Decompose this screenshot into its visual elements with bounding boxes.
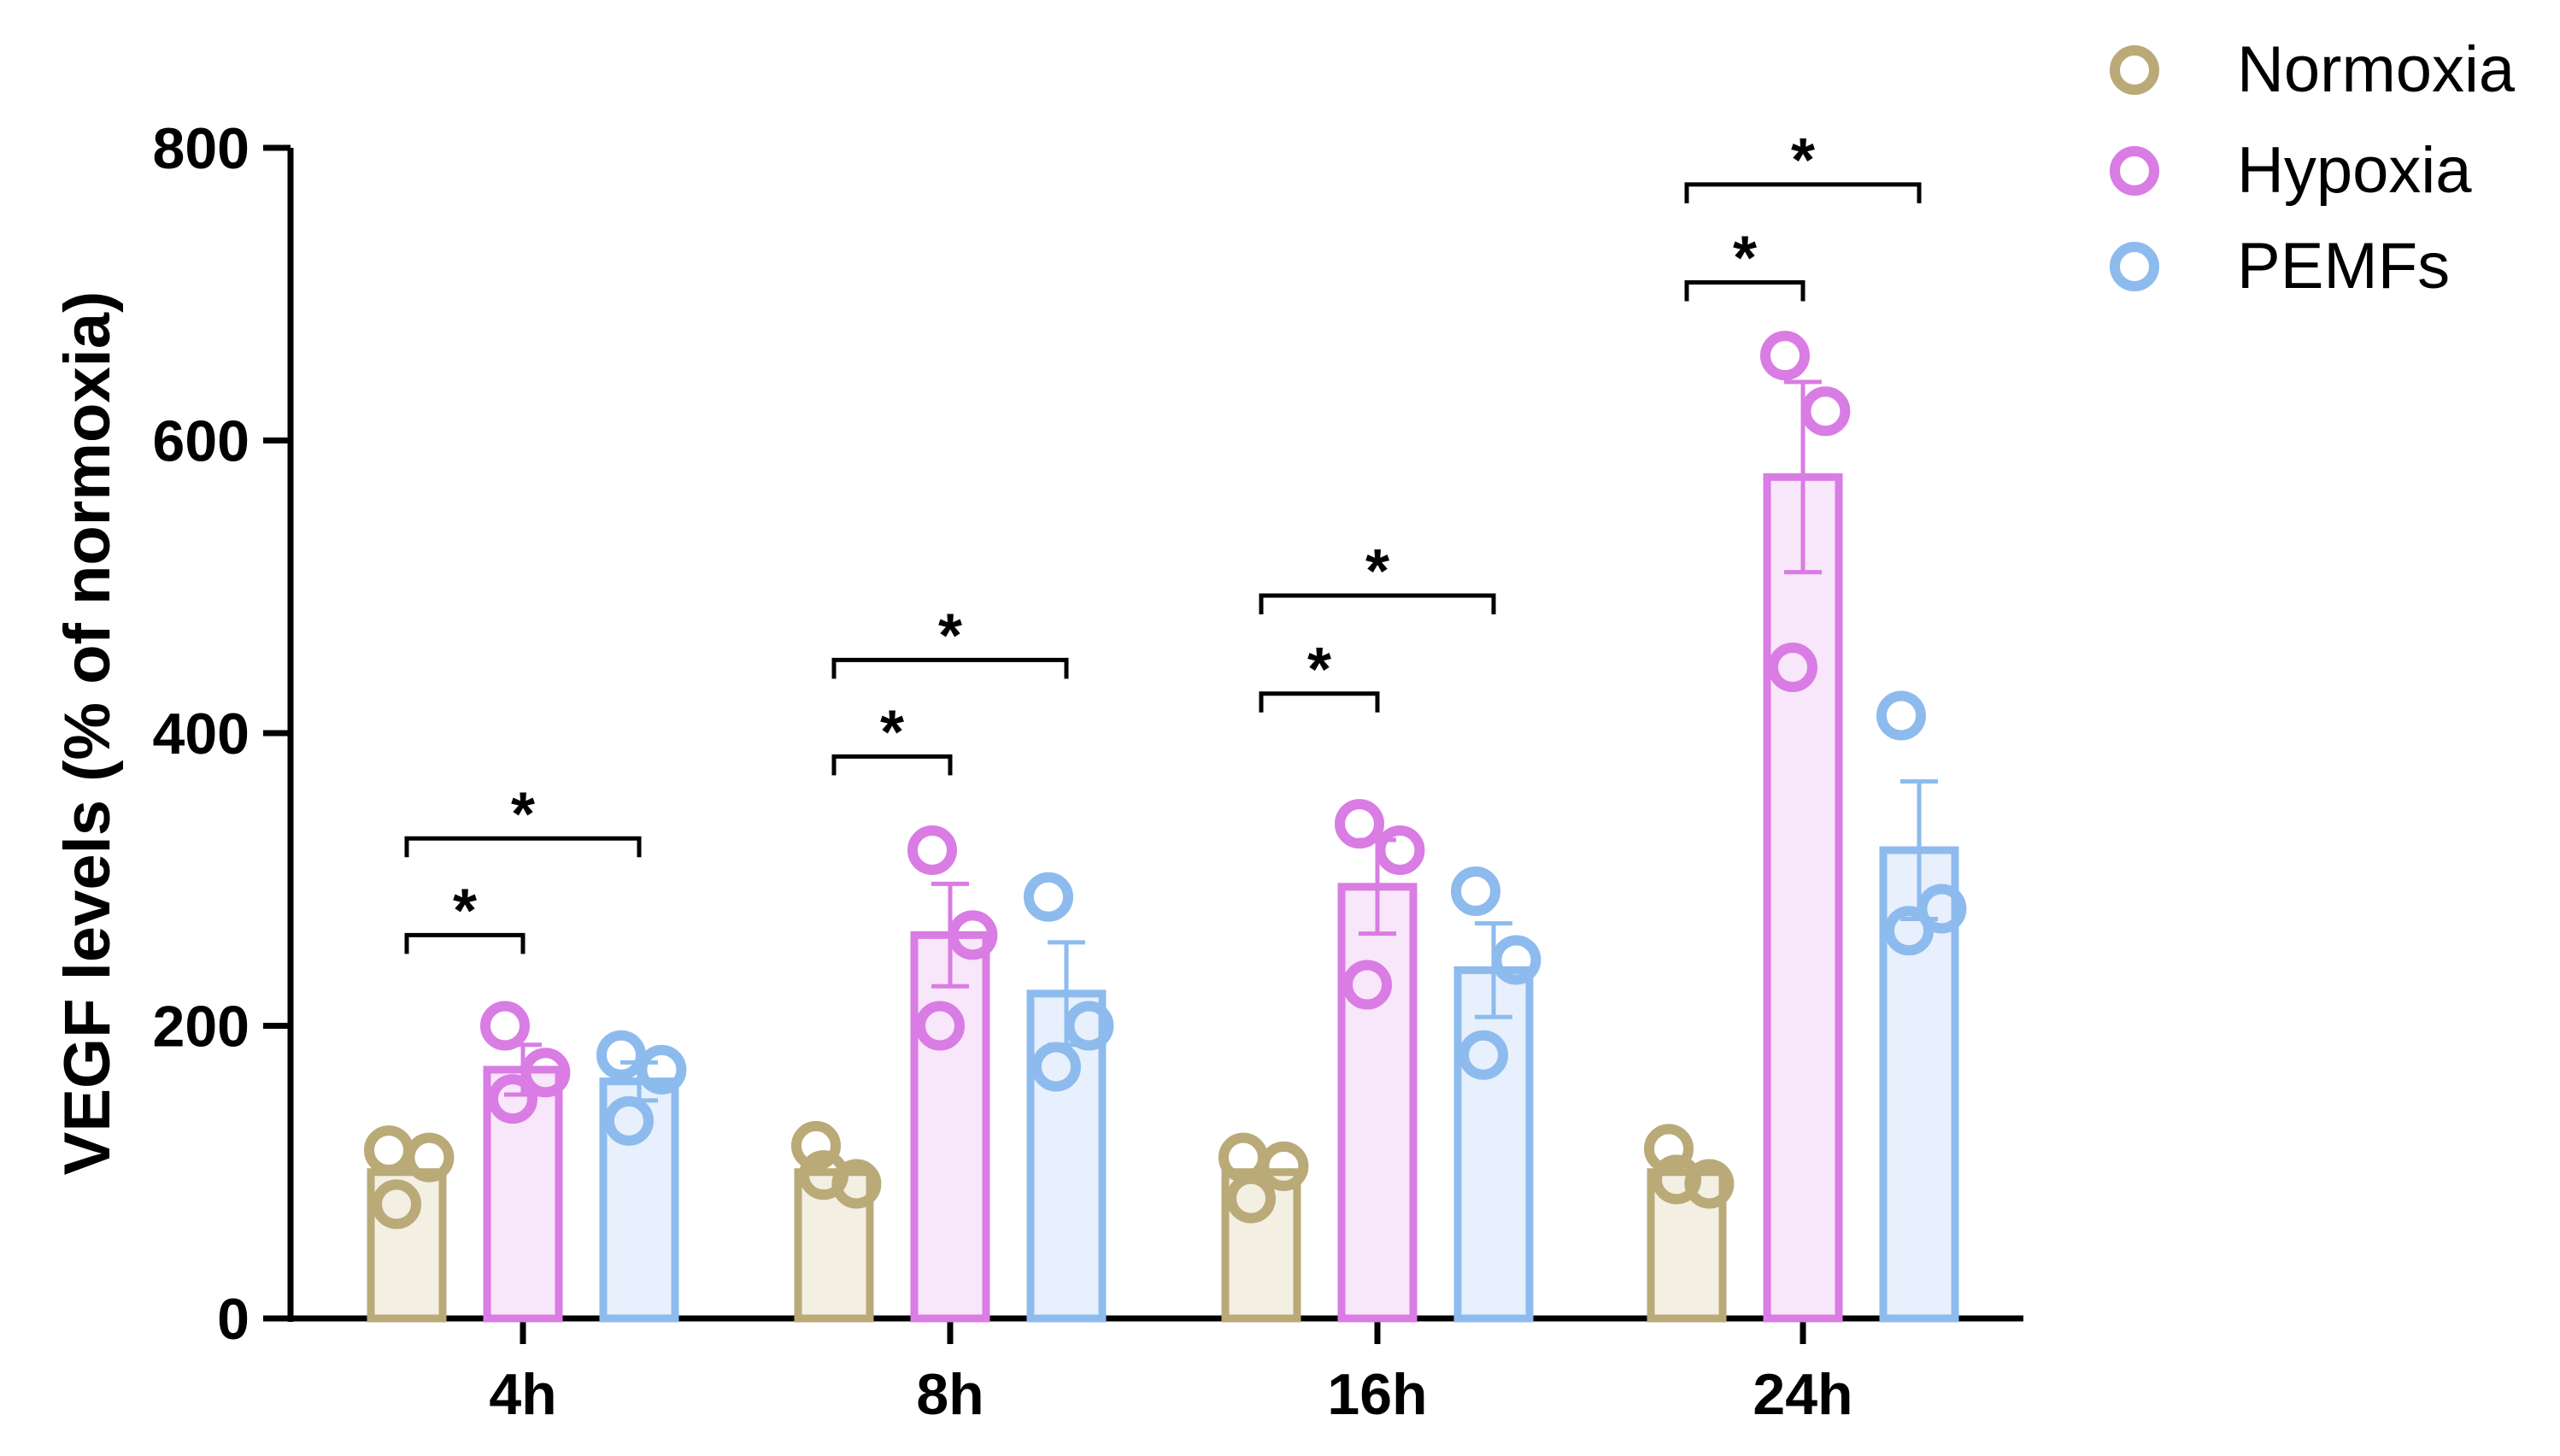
data-point-hypoxia <box>948 910 998 960</box>
y-tick-label: 400 <box>153 702 250 766</box>
significance-label: * <box>453 877 477 945</box>
legend-marker-pemfs <box>2110 242 2159 291</box>
data-point-pemfs <box>1064 1001 1114 1051</box>
legend-marker-hypoxia <box>2110 146 2159 196</box>
data-point-normoxia <box>1226 1173 1276 1224</box>
y-tick-label: 200 <box>153 995 250 1060</box>
significance-label: * <box>938 602 962 670</box>
x-tick-label: 8h <box>916 1362 983 1427</box>
legend-label: PEMFs <box>2237 230 2450 302</box>
significance-bracket <box>404 932 526 954</box>
legend-label: Normoxia <box>2237 33 2516 106</box>
significance-bracket <box>1684 182 1922 203</box>
data-point-pemfs <box>1031 1042 1081 1092</box>
data-point-normoxia <box>1684 1159 1735 1209</box>
data-point-pemfs <box>596 1030 646 1080</box>
data-point-pemfs <box>1876 690 1926 741</box>
data-point-normoxia <box>799 1150 848 1201</box>
data-point-pemfs <box>1491 935 1541 985</box>
data-point-hypoxia <box>907 825 957 875</box>
data-point-hypoxia <box>1800 386 1851 437</box>
legend-marker-normoxia <box>2110 45 2159 95</box>
x-tick-label: 4h <box>489 1362 556 1427</box>
significance-label: * <box>1733 225 1757 293</box>
bar-normoxia-8h <box>794 1168 874 1323</box>
significance-label: * <box>511 780 535 848</box>
significance-bracket <box>831 657 1069 679</box>
data-point-hypoxia <box>488 1074 537 1124</box>
bar-hypoxia-24h <box>1763 473 1843 1323</box>
significance-bracket <box>1259 691 1380 713</box>
significance-label: * <box>1365 537 1389 606</box>
data-point-normoxia <box>1259 1141 1309 1191</box>
plot-area: 0 200 400 600 800 4h 8h 16h 24h * * * * * * * * <box>153 116 2023 1427</box>
data-point-normoxia <box>372 1179 421 1230</box>
data-point-normoxia <box>1652 1154 1701 1205</box>
data-point-pemfs <box>1024 872 1073 922</box>
data-point-normoxia <box>404 1132 455 1183</box>
data-point-pemfs <box>1917 884 1967 934</box>
legend: Normoxia Hypoxia PEMFs <box>2110 33 2516 302</box>
legend-label: Hypoxia <box>2237 134 2472 207</box>
significance-bracket <box>404 836 642 858</box>
significance-bracket <box>831 754 953 776</box>
x-tick-label: 16h <box>1327 1362 1427 1427</box>
x-tick-label: 24h <box>1753 1362 1852 1427</box>
data-point-hypoxia <box>520 1048 571 1098</box>
bar-hypoxia-8h <box>910 931 990 1323</box>
data-point-hypoxia <box>1768 642 1817 692</box>
significance-bracket <box>1684 280 1806 302</box>
data-point-hypoxia <box>1760 331 1810 381</box>
y-tick-label: 600 <box>153 409 250 474</box>
data-point-normoxia <box>364 1125 414 1176</box>
data-point-pemfs <box>1451 866 1500 916</box>
significance-label: * <box>1307 636 1331 704</box>
data-point-hypoxia <box>1335 799 1384 849</box>
data-point-hypoxia <box>1342 960 1392 1010</box>
data-point-hypoxia <box>480 1001 530 1051</box>
bar-hypoxia-16h <box>1337 883 1418 1323</box>
y-tick-label: 0 <box>217 1287 250 1352</box>
significance-bracket <box>1259 593 1496 615</box>
data-point-hypoxia <box>915 1001 965 1051</box>
significance-label: * <box>880 698 904 766</box>
data-point-hypoxia <box>1375 825 1425 875</box>
y-tick-label: 800 <box>153 116 250 181</box>
significance-label: * <box>1791 126 1815 195</box>
data-point-normoxia <box>791 1120 841 1171</box>
data-point-pemfs <box>1884 906 1934 956</box>
bar-pemfs-16h <box>1453 966 1534 1323</box>
data-point-pemfs <box>637 1044 687 1095</box>
data-point-pemfs <box>1459 1030 1508 1080</box>
y-axis-label: VEGF levels (% of normoxia) <box>51 291 124 1176</box>
data-point-normoxia <box>1644 1124 1694 1174</box>
data-point-pemfs <box>604 1095 654 1146</box>
